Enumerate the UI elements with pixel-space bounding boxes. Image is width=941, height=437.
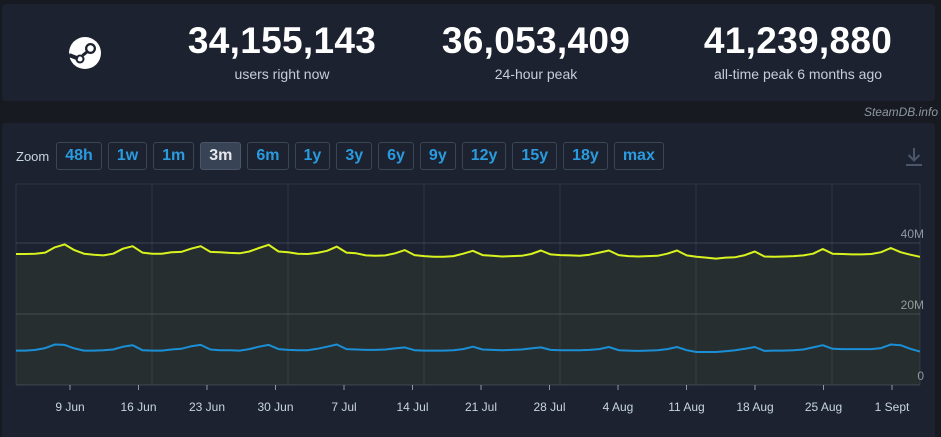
stat-label: 24-hour peak — [494, 66, 578, 82]
x-tick-label: 4 Aug — [603, 400, 634, 414]
zoom-button-1w[interactable]: 1w — [107, 142, 148, 170]
zoom-buttons: 48h 1w 1m 3m 6m 1y 3y 6y 9y 12y 15y 18y max — [56, 142, 670, 170]
zoom-button-9y[interactable]: 9y — [419, 142, 456, 170]
zoom-button-48h[interactable]: 48h — [56, 142, 102, 170]
x-tick-label: 9 Jun — [55, 400, 84, 414]
stat-24h-peak: 36,053,409 24-hour peak — [426, 20, 646, 83]
stat-value: 34,155,143 — [187, 20, 377, 61]
zoom-button-3m[interactable]: 3m — [200, 142, 242, 170]
x-tick-label: 11 Aug — [668, 400, 704, 414]
zoom-bar: Zoom 48h 1w 1m 3m 6m 1y 3y 6y 9y 12y 15y 18y max — [16, 142, 670, 170]
stats-panel: 34,155,143 users right now 36,053,409 24… — [2, 4, 935, 101]
x-tick-label: 1 Sept — [875, 400, 910, 414]
stat-value: 36,053,409 — [441, 20, 631, 61]
x-tick-label: 18 Aug — [736, 400, 773, 414]
zoom-button-3y[interactable]: 3y — [336, 142, 373, 170]
zoom-button-18y[interactable]: 18y — [563, 142, 608, 170]
y-tick-label: 40M — [901, 227, 924, 241]
stat-label: users right now — [234, 66, 330, 82]
x-tick-label: 7 Jul — [331, 400, 356, 414]
zoom-button-6y[interactable]: 6y — [378, 142, 414, 170]
zoom-label: Zoom — [16, 148, 50, 164]
y-tick-label: 0 — [917, 369, 924, 383]
series-line-in-game — [16, 343, 921, 353]
stat-value: 41,239,880 — [703, 20, 893, 61]
zoom-button-15y[interactable]: 15y — [512, 142, 558, 170]
zoom-button-6m[interactable]: 6m — [247, 142, 289, 170]
stat-all-time-peak: 41,239,880 all-time peak 6 months ago — [682, 20, 914, 83]
stat-label: all-time peak 6 months ago — [713, 66, 883, 82]
series-line-users — [16, 243, 921, 260]
x-tick-label: 21 Jul — [465, 400, 497, 414]
steam-logo-container[interactable] — [20, 14, 150, 92]
x-tick-label: 28 Jul — [533, 400, 565, 414]
steam-logo-icon — [68, 37, 101, 69]
zoom-button-max[interactable]: max — [613, 142, 664, 170]
zoom-button-1m[interactable]: 1m — [153, 142, 195, 170]
stat-users-now: 34,155,143 users right now — [182, 20, 382, 83]
x-tick-label: 23 Jun — [189, 400, 225, 414]
series-area — [16, 244, 920, 385]
x-tick-label: 14 Jul — [396, 400, 428, 414]
download-icon[interactable] — [905, 147, 923, 172]
watermark: SteamDB.info — [863, 105, 938, 119]
zoom-button-12y[interactable]: 12y — [461, 142, 507, 170]
x-tick-label: 25 Aug — [805, 400, 842, 414]
x-tick-label: 30 Jun — [257, 400, 293, 414]
x-tick-label: 16 Jun — [120, 400, 156, 414]
y-tick-label: 20M — [901, 298, 924, 312]
chart-svg: 0 20M 40M 9 Jun 16 Jun 23 Jun 30 Jun 7 Jul 14 Ju… — [15, 183, 924, 414]
zoom-button-1y[interactable]: 1y — [294, 142, 331, 170]
chart-panel: 0 20M 40M 9 Jun 16 Jun 23 Jun 30 Jun 7 Jul 14 Ju… — [2, 123, 935, 437]
